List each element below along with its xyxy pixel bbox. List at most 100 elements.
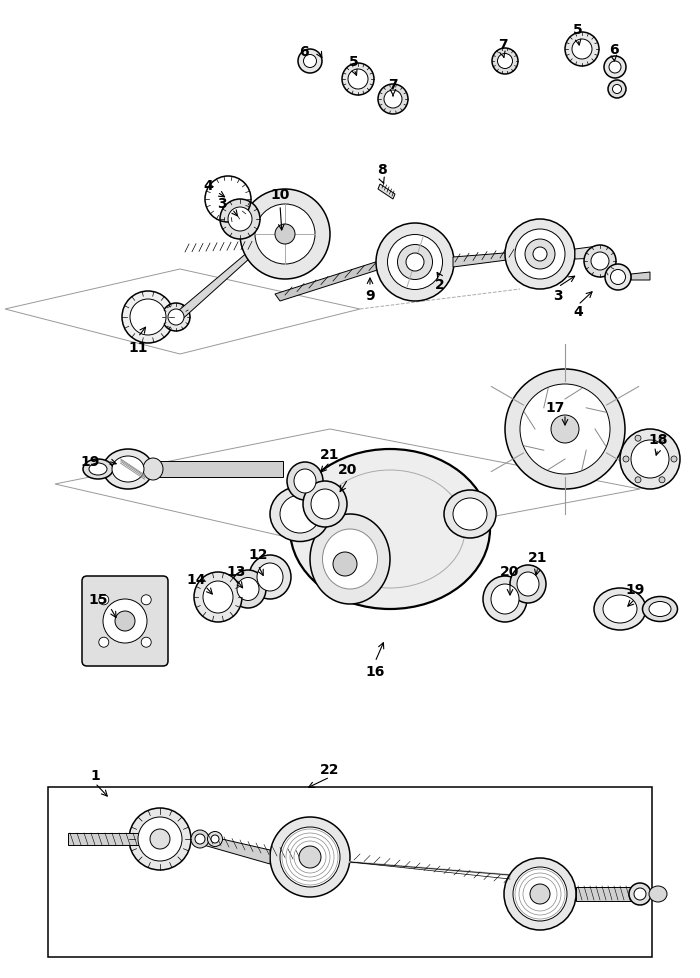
Ellipse shape: [572, 40, 592, 60]
Circle shape: [99, 638, 108, 647]
Ellipse shape: [608, 81, 626, 99]
Ellipse shape: [594, 589, 646, 631]
Bar: [48, 787, 652, 957]
Ellipse shape: [453, 499, 487, 530]
Ellipse shape: [634, 888, 646, 900]
Text: 7: 7: [498, 38, 508, 52]
Ellipse shape: [348, 70, 368, 90]
Ellipse shape: [280, 827, 340, 887]
Ellipse shape: [83, 460, 113, 479]
Polygon shape: [200, 834, 270, 865]
Ellipse shape: [398, 245, 433, 281]
Ellipse shape: [143, 459, 163, 480]
Ellipse shape: [220, 200, 260, 240]
Ellipse shape: [342, 64, 374, 96]
Text: 15: 15: [88, 593, 108, 606]
Ellipse shape: [444, 491, 496, 539]
Bar: [68, 833, 143, 845]
Polygon shape: [178, 246, 260, 324]
Ellipse shape: [605, 265, 631, 290]
Ellipse shape: [89, 464, 107, 475]
Ellipse shape: [310, 514, 390, 604]
Text: 5: 5: [573, 22, 583, 37]
FancyBboxPatch shape: [82, 576, 168, 666]
Ellipse shape: [530, 884, 550, 904]
Ellipse shape: [551, 416, 579, 444]
Ellipse shape: [275, 225, 295, 244]
Text: 3: 3: [217, 197, 227, 211]
Text: 18: 18: [648, 432, 668, 447]
Ellipse shape: [612, 85, 622, 95]
Ellipse shape: [520, 384, 610, 474]
Ellipse shape: [533, 247, 547, 262]
Text: 22: 22: [321, 762, 340, 777]
Ellipse shape: [510, 565, 546, 603]
Ellipse shape: [671, 457, 677, 463]
Ellipse shape: [195, 834, 205, 844]
Ellipse shape: [122, 291, 174, 343]
Ellipse shape: [376, 224, 454, 301]
Ellipse shape: [194, 572, 242, 622]
Ellipse shape: [659, 477, 665, 483]
Circle shape: [141, 638, 151, 647]
Ellipse shape: [103, 450, 153, 490]
Text: 6: 6: [299, 45, 309, 59]
Text: 19: 19: [625, 583, 645, 597]
Text: 6: 6: [609, 43, 619, 57]
Ellipse shape: [610, 270, 626, 286]
Ellipse shape: [515, 230, 565, 280]
Circle shape: [115, 611, 135, 632]
Ellipse shape: [287, 463, 323, 501]
Ellipse shape: [228, 207, 252, 232]
Ellipse shape: [240, 190, 330, 280]
Polygon shape: [453, 251, 530, 268]
Ellipse shape: [565, 33, 599, 67]
Ellipse shape: [513, 867, 567, 921]
Ellipse shape: [525, 240, 555, 270]
Text: 21: 21: [528, 551, 547, 564]
Text: 9: 9: [365, 289, 375, 302]
Polygon shape: [275, 260, 390, 301]
Ellipse shape: [304, 56, 316, 68]
Text: 11: 11: [128, 340, 148, 355]
Ellipse shape: [270, 487, 330, 542]
Ellipse shape: [378, 85, 408, 114]
Ellipse shape: [230, 570, 266, 608]
Ellipse shape: [207, 831, 223, 847]
Ellipse shape: [290, 450, 490, 609]
Circle shape: [103, 600, 147, 644]
Ellipse shape: [384, 91, 402, 109]
Ellipse shape: [298, 50, 322, 74]
Text: 3: 3: [553, 289, 563, 302]
Text: 20: 20: [500, 564, 519, 578]
Text: 14: 14: [186, 572, 206, 587]
Ellipse shape: [294, 469, 316, 494]
Ellipse shape: [505, 220, 575, 289]
Text: 1: 1: [90, 768, 100, 782]
Ellipse shape: [280, 496, 320, 533]
Text: 5: 5: [349, 55, 359, 68]
Text: 13: 13: [226, 564, 246, 578]
Ellipse shape: [299, 846, 321, 868]
Text: 7: 7: [389, 78, 398, 92]
Ellipse shape: [303, 481, 347, 527]
Circle shape: [99, 596, 108, 605]
Ellipse shape: [168, 310, 184, 326]
Ellipse shape: [649, 601, 671, 617]
Ellipse shape: [604, 57, 626, 79]
Text: 21: 21: [321, 448, 340, 462]
Ellipse shape: [659, 436, 665, 442]
Ellipse shape: [505, 370, 625, 490]
Ellipse shape: [635, 436, 641, 442]
Ellipse shape: [249, 556, 291, 600]
Ellipse shape: [629, 883, 651, 905]
Polygon shape: [631, 273, 650, 281]
Ellipse shape: [504, 858, 576, 930]
Text: 4: 4: [573, 305, 583, 319]
Ellipse shape: [609, 62, 621, 74]
Ellipse shape: [211, 835, 219, 843]
Text: 2: 2: [435, 278, 445, 291]
Ellipse shape: [631, 440, 669, 478]
Ellipse shape: [237, 578, 259, 600]
Ellipse shape: [649, 886, 667, 902]
